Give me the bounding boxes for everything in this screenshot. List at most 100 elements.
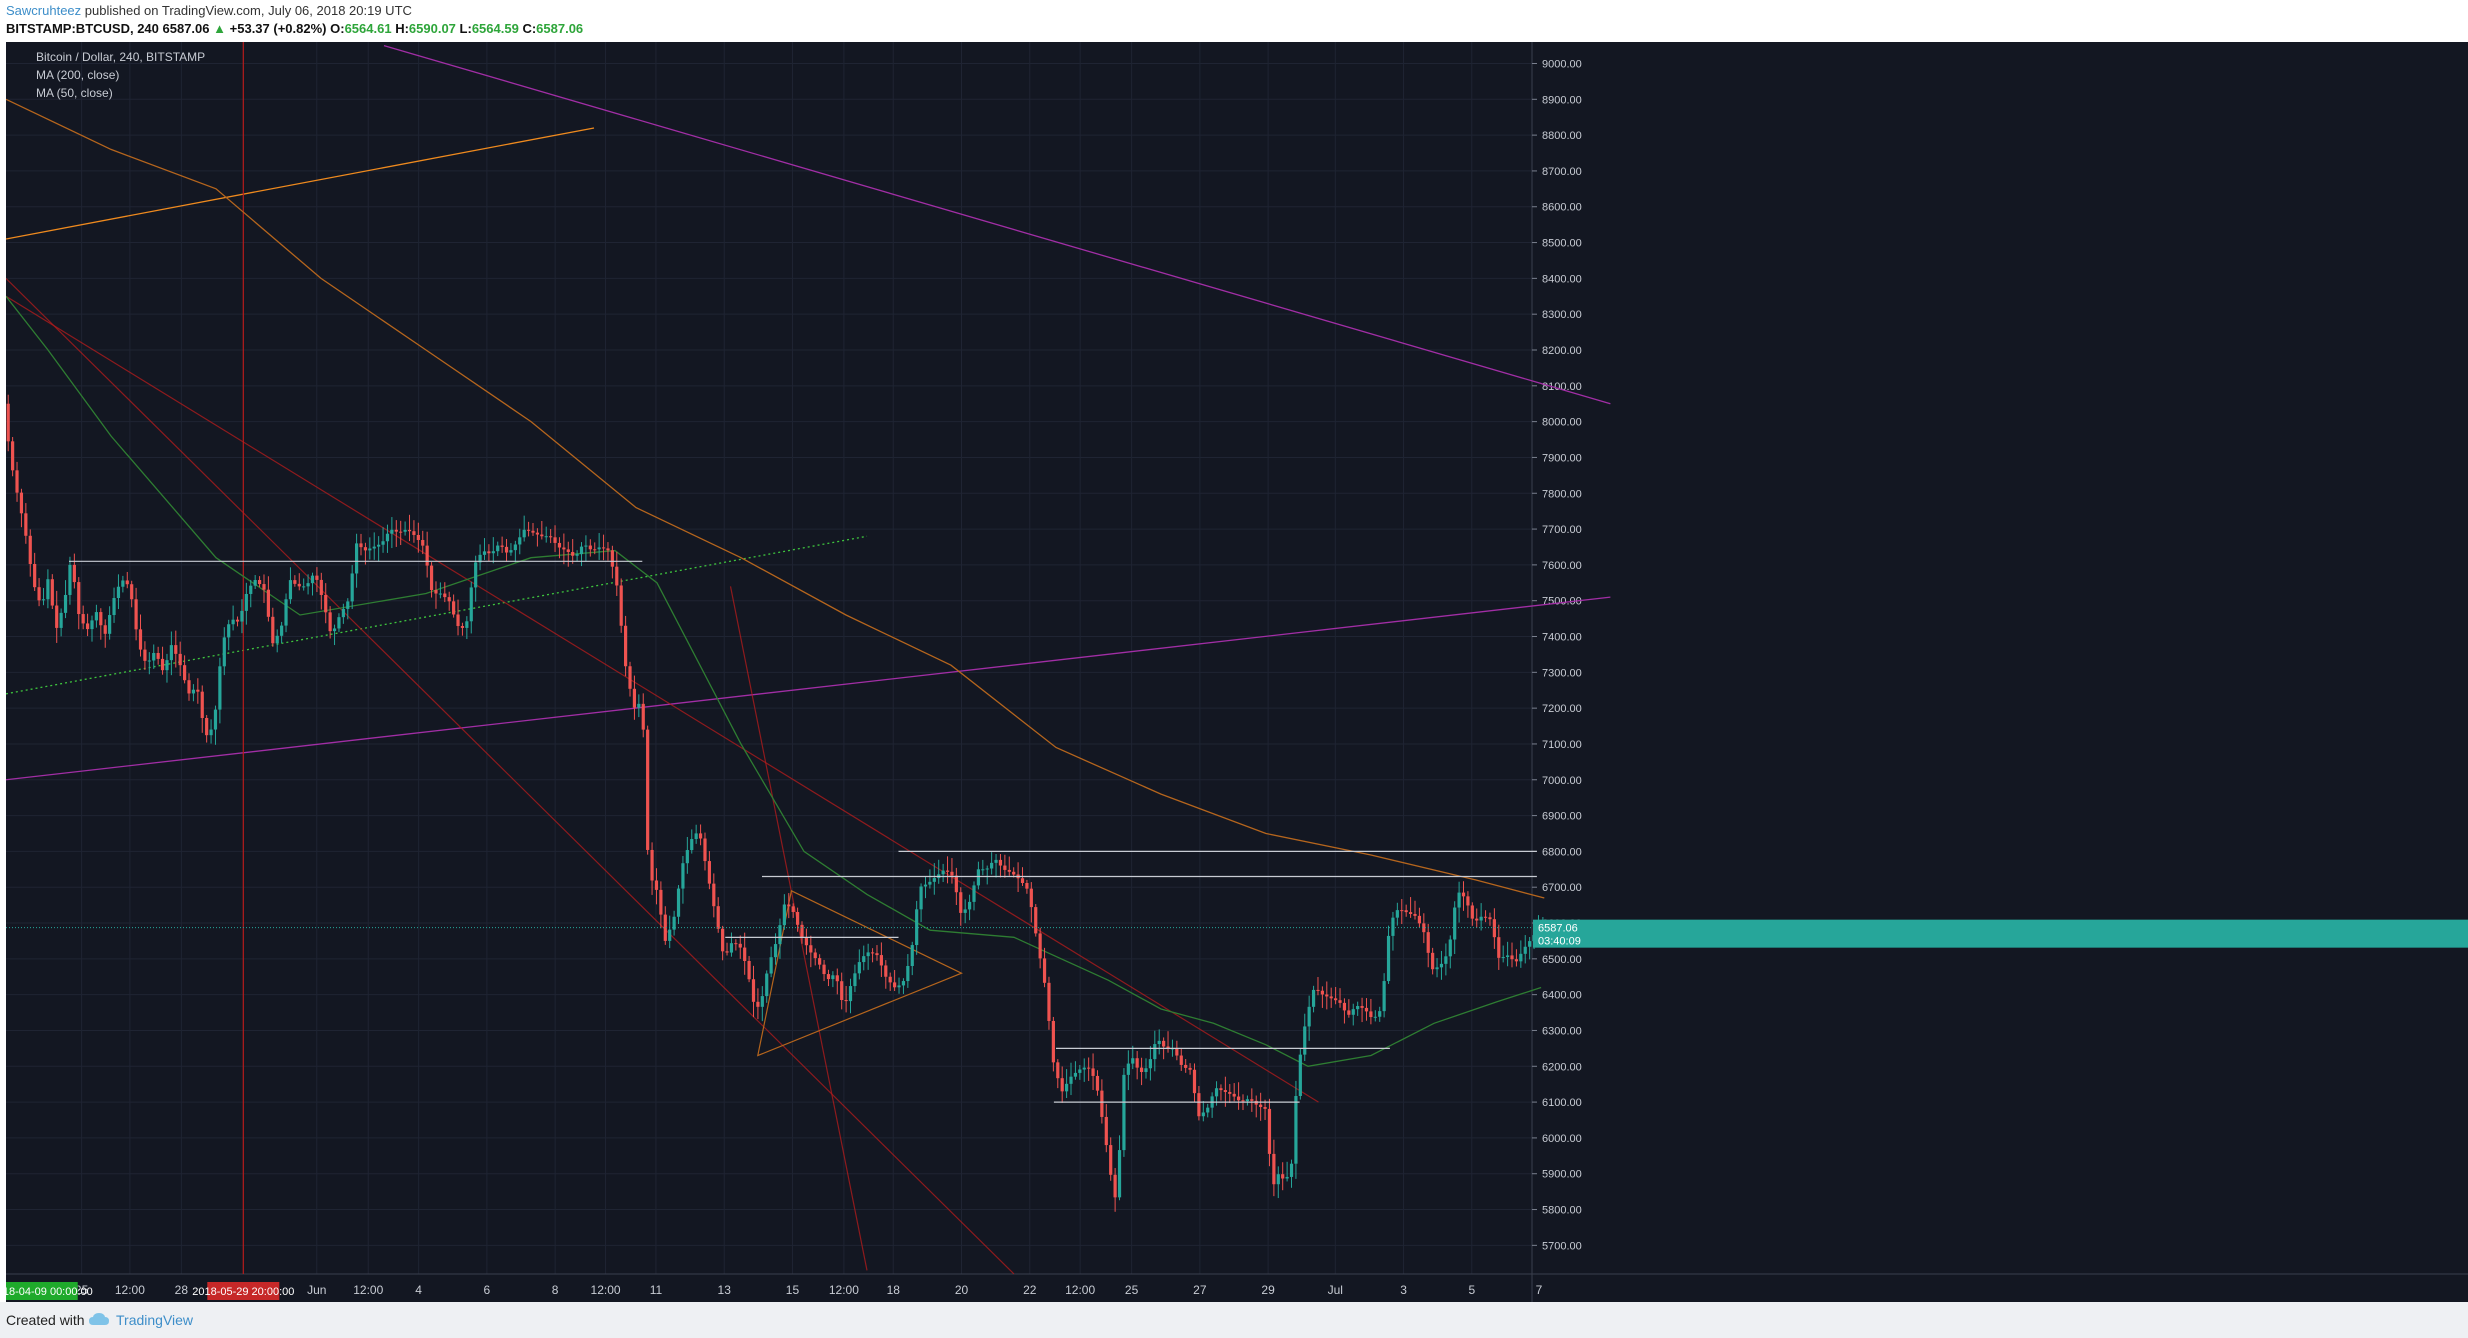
candle-body bbox=[1254, 1100, 1258, 1105]
candle-body bbox=[725, 951, 729, 953]
candle-body bbox=[46, 579, 50, 600]
candle-body bbox=[588, 545, 592, 550]
candle-body bbox=[1475, 918, 1479, 921]
candle-body bbox=[257, 580, 262, 585]
candle-body bbox=[1285, 1176, 1289, 1179]
candle-body bbox=[1395, 910, 1399, 918]
author-link[interactable]: Sawcruhteez bbox=[6, 3, 82, 18]
candle-body bbox=[1461, 892, 1466, 897]
candle-body bbox=[24, 513, 28, 536]
candle-body bbox=[1184, 1064, 1188, 1068]
candle-body bbox=[390, 529, 394, 534]
candle-body bbox=[1298, 1054, 1302, 1097]
price-tick-label: 6900.00 bbox=[1542, 811, 1582, 823]
candle-body bbox=[482, 551, 487, 555]
candle-body bbox=[1448, 939, 1452, 957]
candle-body bbox=[240, 610, 244, 622]
candle-body bbox=[319, 579, 323, 595]
candle-body bbox=[1426, 932, 1430, 953]
candle-body bbox=[112, 598, 116, 616]
triangle-pattern bbox=[756, 889, 963, 1057]
candle-body bbox=[650, 849, 654, 881]
candle-body bbox=[1126, 1063, 1130, 1075]
symbol-line: BITSTAMP:BTCUSD, 240 6587.06 ▲ +53.37 (+… bbox=[6, 21, 583, 36]
candle-body bbox=[756, 1001, 760, 1007]
time-tick-label: 18 bbox=[887, 1283, 901, 1297]
candle-body bbox=[1228, 1091, 1232, 1094]
candle-body bbox=[1245, 1099, 1250, 1102]
candle-body bbox=[1435, 967, 1439, 970]
candle-body bbox=[275, 635, 279, 644]
candle-body bbox=[857, 962, 861, 974]
candle-body bbox=[337, 617, 341, 629]
candle-body bbox=[1444, 956, 1448, 964]
candle-body bbox=[566, 549, 570, 552]
price-chart[interactable]: 5700.00 5800.00 5900.00 6000.00 6100.00 6200.… bbox=[6, 42, 2468, 1302]
candle-body bbox=[1386, 935, 1391, 982]
candle-body bbox=[654, 880, 659, 890]
candle-body bbox=[1492, 919, 1496, 938]
candle-body bbox=[152, 652, 156, 661]
candle-body bbox=[1073, 1072, 1078, 1077]
candle-body bbox=[363, 547, 368, 551]
close-value: 6587.06 bbox=[536, 21, 584, 36]
candle-body bbox=[421, 539, 425, 546]
price-tag-countdown: 03:40:09 bbox=[1538, 936, 1581, 948]
publish-line: Sawcruhteez published on TradingView.com… bbox=[6, 3, 412, 18]
candle-body bbox=[178, 653, 182, 666]
price-tick-label: 8500.00 bbox=[1542, 238, 1582, 250]
price-tick-label: 6400.00 bbox=[1542, 990, 1582, 1002]
change-arrow-icon: ▲ bbox=[213, 21, 227, 36]
candle-body bbox=[531, 530, 535, 533]
time-tick-label: 27 bbox=[1193, 1283, 1207, 1297]
candle-body bbox=[676, 888, 681, 917]
price-tick-label: 7500.00 bbox=[1542, 596, 1582, 608]
price-tick-label: 6000.00 bbox=[1542, 1133, 1582, 1145]
price-tick-label: 8000.00 bbox=[1542, 417, 1582, 429]
footer-brand-link[interactable]: TradingView bbox=[116, 1312, 194, 1328]
candle-body bbox=[716, 906, 720, 929]
candle-body bbox=[1439, 963, 1444, 968]
price-tick-label: 6300.00 bbox=[1542, 1025, 1582, 1037]
candle-body bbox=[372, 546, 376, 549]
candle-body bbox=[1364, 1007, 1369, 1012]
price-tick-label: 8900.00 bbox=[1542, 94, 1582, 106]
candle-body bbox=[637, 703, 641, 708]
candle-body bbox=[1329, 996, 1333, 999]
candle-body bbox=[509, 550, 513, 553]
price-tick-label: 8600.00 bbox=[1542, 202, 1582, 214]
candle-body bbox=[297, 583, 301, 587]
candle-body bbox=[540, 534, 544, 537]
candle-body bbox=[425, 545, 429, 566]
price-tick-label: 8300.00 bbox=[1542, 309, 1582, 321]
candle-body bbox=[1241, 1100, 1245, 1102]
candle-body bbox=[196, 689, 200, 692]
candle-body bbox=[346, 601, 350, 609]
candle-body bbox=[1400, 910, 1404, 912]
candle-body bbox=[6, 403, 10, 442]
candle-body bbox=[381, 541, 385, 545]
candle-body bbox=[575, 554, 579, 556]
legend-ma200: MA (200, close) bbox=[36, 68, 120, 82]
candle-body bbox=[1232, 1093, 1236, 1097]
candle-body bbox=[1082, 1067, 1086, 1070]
candle-body bbox=[681, 863, 685, 889]
candle-body bbox=[1012, 871, 1016, 875]
price-tick-label: 8700.00 bbox=[1542, 166, 1582, 178]
price-tick-label: 5700.00 bbox=[1542, 1240, 1582, 1252]
candle-body bbox=[893, 982, 897, 988]
candle-body bbox=[967, 901, 972, 910]
candle-body bbox=[553, 537, 557, 543]
chart-area[interactable]: 5700.00 5800.00 5900.00 6000.00 6100.00 6200.… bbox=[6, 42, 2468, 1302]
candle-body bbox=[1528, 941, 1532, 947]
footer-created-text: Created with bbox=[6, 1312, 85, 1328]
candle-body bbox=[156, 652, 160, 659]
candle-body bbox=[33, 563, 37, 588]
symbol-name: BITSTAMP:BTCUSD, 240 bbox=[6, 21, 159, 36]
time-tick-label: 28 bbox=[175, 1283, 189, 1297]
price-tick-label: 6500.00 bbox=[1542, 954, 1582, 966]
candle-body bbox=[593, 549, 597, 551]
candle-body bbox=[59, 612, 63, 628]
candle-body bbox=[1307, 1006, 1311, 1027]
price-tick-label: 7600.00 bbox=[1542, 560, 1582, 572]
